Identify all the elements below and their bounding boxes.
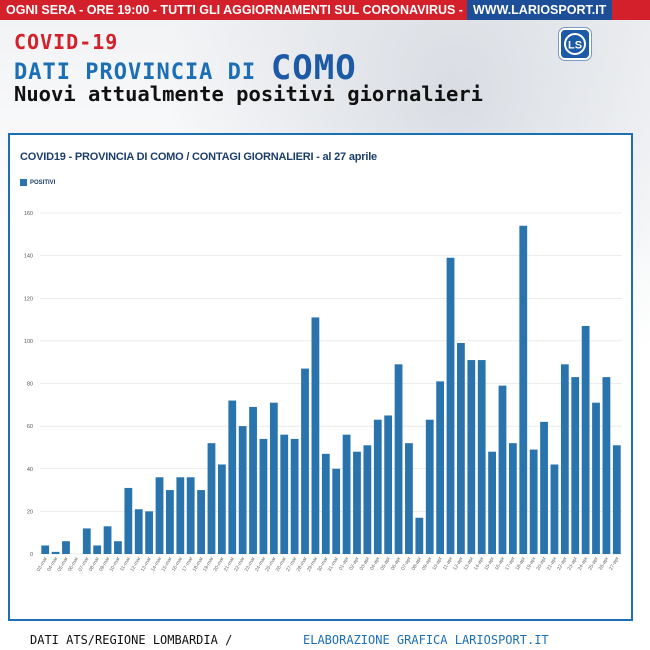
header: COVID-19 DATI PROVINCIA DI COMO Nuovi at… xyxy=(0,22,650,112)
bar xyxy=(82,528,91,554)
bar xyxy=(155,477,164,554)
bar xyxy=(207,443,216,554)
covid-title: COVID-19 xyxy=(14,30,119,54)
bar xyxy=(592,402,600,554)
bar xyxy=(269,402,278,554)
bar xyxy=(228,400,237,554)
bar xyxy=(477,360,486,554)
x-tick-label: 31-mar xyxy=(327,556,340,573)
y-tick-label: 140 xyxy=(24,254,33,260)
bar xyxy=(114,541,122,554)
footer: DATI ATS/REGIONE LOMBARDIA / ELABORAZION… xyxy=(0,630,650,650)
bar xyxy=(259,438,268,554)
bar xyxy=(457,343,465,554)
lariosport-logo-graphic: LS xyxy=(564,33,586,55)
bar xyxy=(301,368,309,554)
bar xyxy=(311,317,320,554)
bar xyxy=(394,364,403,554)
y-tick-label: 0 xyxy=(30,552,33,558)
announcement-text: OGNI SERA - ORE 19:00 - TUTTI GLI AGGIOR… xyxy=(6,3,463,17)
province-heading: DATI PROVINCIA DI COMO xyxy=(14,48,357,88)
bar xyxy=(249,406,257,554)
bar xyxy=(145,511,154,554)
bar xyxy=(342,434,351,554)
bar-chart: 02040608010012014016003-mar04-mar05-mar0… xyxy=(24,211,622,573)
bar xyxy=(612,445,621,554)
bar xyxy=(415,517,424,554)
site-url-link[interactable]: WWW.LARIOSPORT.IT xyxy=(466,0,613,20)
bar xyxy=(571,377,580,554)
bar xyxy=(529,449,538,554)
bar xyxy=(550,464,559,554)
y-tick-label: 160 xyxy=(24,211,33,217)
bar xyxy=(353,451,361,554)
y-tick-label: 40 xyxy=(27,467,33,473)
chart-title: COVID19 - PROVINCIA DI COMO / CONTAGI GI… xyxy=(20,151,377,163)
chart-panel: COVID19 - PROVINCIA DI COMO / CONTAGI GI… xyxy=(8,133,633,621)
bar xyxy=(41,545,50,554)
bar xyxy=(238,426,247,554)
bar xyxy=(581,325,590,554)
graphics-credit: ELABORAZIONE GRAFICA LARIOSPORT.IT xyxy=(303,633,549,647)
bar xyxy=(467,360,476,554)
bar xyxy=(488,451,496,554)
bar xyxy=(166,490,174,554)
bar xyxy=(280,434,289,554)
bar xyxy=(508,443,517,554)
bar xyxy=(405,443,413,554)
y-tick-label: 60 xyxy=(27,424,33,430)
bar xyxy=(186,477,195,554)
legend-swatch xyxy=(20,179,27,186)
bar xyxy=(384,415,393,554)
bar xyxy=(560,364,569,554)
y-tick-label: 20 xyxy=(27,509,33,515)
province-name: COMO xyxy=(270,48,357,88)
logo-text: LS xyxy=(568,40,582,52)
bar xyxy=(124,487,133,554)
bar xyxy=(134,509,143,554)
bar xyxy=(321,453,330,554)
page-subtitle: Nuovi attualmente positivi giornalieri xyxy=(14,82,483,106)
y-tick-label: 120 xyxy=(24,296,33,302)
bar xyxy=(332,468,341,554)
bar xyxy=(51,551,60,554)
bar xyxy=(176,477,185,554)
province-label: DATI PROVINCIA DI xyxy=(14,60,257,85)
bar xyxy=(290,438,299,554)
x-tick-label: 27-apr xyxy=(608,556,621,572)
announcement-banner: OGNI SERA - ORE 19:00 - TUTTI GLI AGGIOR… xyxy=(0,0,650,20)
bar xyxy=(602,377,611,554)
bar xyxy=(197,490,205,554)
bar xyxy=(373,419,382,554)
chart-legend: POSITIVI xyxy=(20,179,55,186)
bar xyxy=(498,385,507,554)
y-tick-label: 100 xyxy=(24,339,33,345)
bar xyxy=(62,541,70,554)
bar xyxy=(103,526,112,554)
bar xyxy=(217,464,226,554)
legend-label: POSITIVI xyxy=(30,179,56,186)
bar xyxy=(519,225,528,554)
bar xyxy=(436,381,445,554)
bar xyxy=(93,545,102,554)
y-tick-label: 80 xyxy=(27,382,33,388)
lariosport-logo-icon: LS xyxy=(559,28,591,60)
bar xyxy=(363,445,372,554)
bar xyxy=(540,421,548,554)
bar xyxy=(425,419,434,554)
data-source: DATI ATS/REGIONE LOMBARDIA / xyxy=(30,633,233,647)
bar xyxy=(446,257,455,554)
